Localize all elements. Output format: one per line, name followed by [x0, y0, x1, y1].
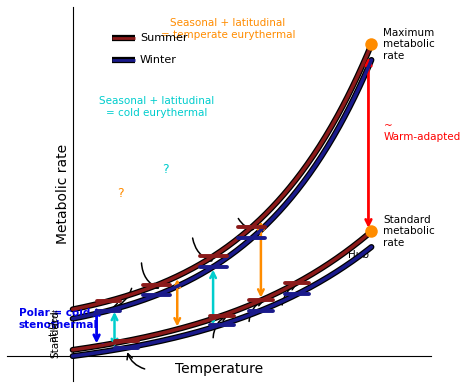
Text: Maximum
metabolic
rate: Maximum metabolic rate: [383, 28, 435, 61]
Text: ~: ~: [100, 338, 110, 350]
Text: Standard: Standard: [51, 310, 61, 358]
Text: ?: ?: [117, 187, 124, 201]
Text: Hub: Hub: [347, 250, 369, 260]
X-axis label: Temperature: Temperature: [175, 362, 263, 376]
Text: Seasonal + latitudinal
= cold eurythermal: Seasonal + latitudinal = cold eurytherma…: [99, 96, 214, 118]
Text: Seasonal + latitudinal
= temperate eurythermal: Seasonal + latitudinal = temperate euryt…: [161, 18, 295, 40]
Text: Winter: Winter: [140, 55, 177, 65]
Text: Polar = cold
stenothermal: Polar = cold stenothermal: [19, 308, 98, 330]
Text: ~
Warm-adapted: ~ Warm-adapted: [383, 121, 461, 142]
Text: ?: ?: [162, 163, 169, 175]
Text: at $U_{crit}$: at $U_{crit}$: [47, 307, 61, 343]
Text: Summer: Summer: [140, 33, 187, 43]
Text: Standard
metabolic
rate: Standard metabolic rate: [383, 215, 435, 248]
Y-axis label: Metabolic rate: Metabolic rate: [56, 144, 70, 244]
